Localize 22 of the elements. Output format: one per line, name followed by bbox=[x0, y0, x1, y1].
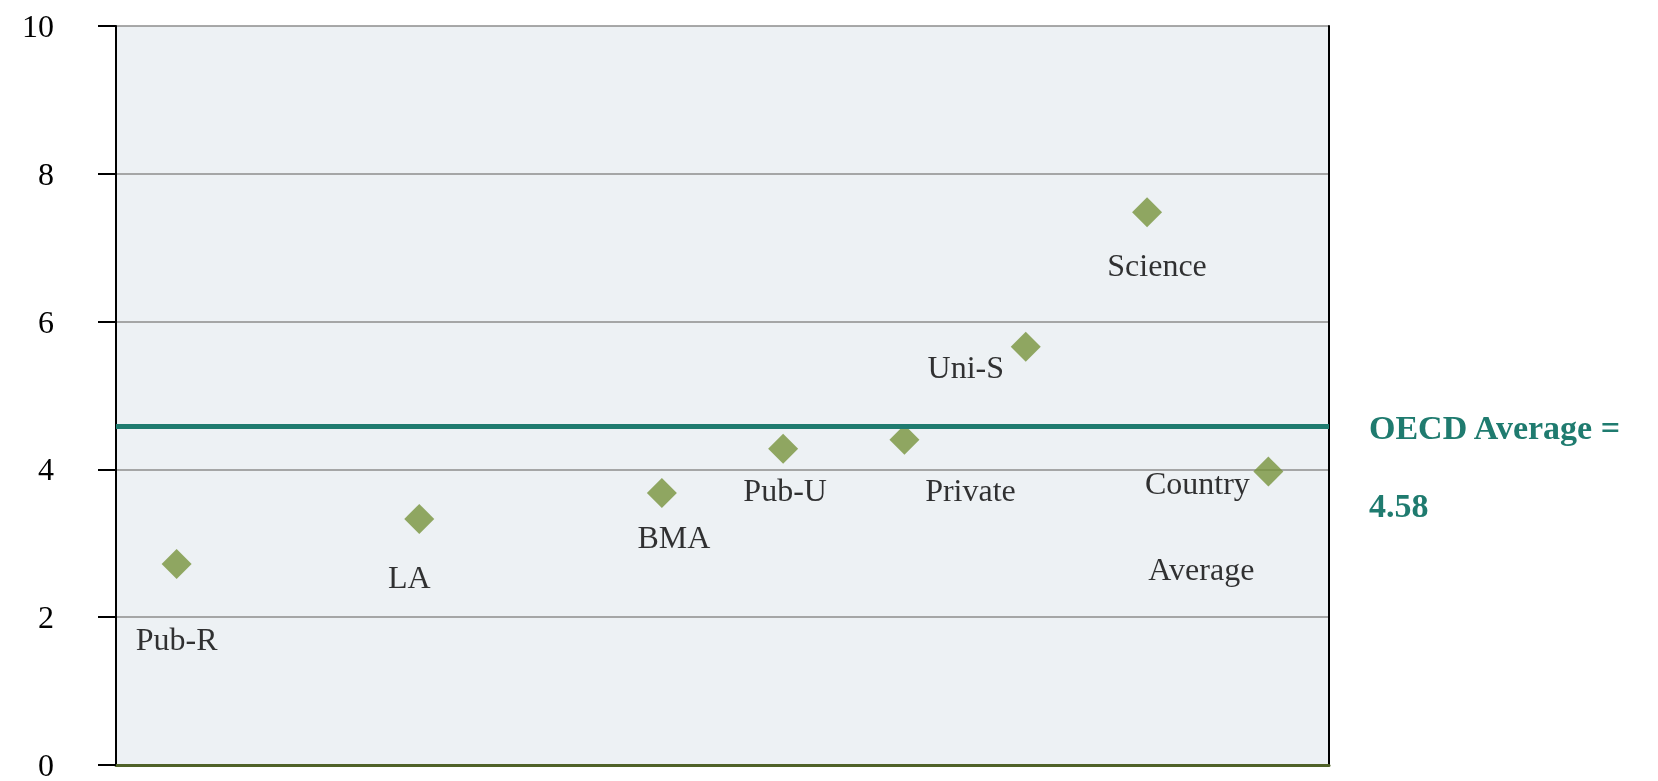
series-label: BMA bbox=[637, 519, 711, 556]
point bbox=[1010, 331, 1041, 362]
point bbox=[646, 478, 677, 509]
text: Country Average bbox=[1144, 464, 1255, 587]
point bbox=[404, 503, 435, 534]
series-label: Pub-U bbox=[743, 471, 827, 508]
point bbox=[768, 433, 799, 464]
y-tick-label: 2 bbox=[38, 599, 54, 636]
y-tick-label: 4 bbox=[38, 451, 54, 488]
point bbox=[1132, 197, 1163, 228]
series-label: Uni-S bbox=[927, 348, 1004, 385]
y-tick-label: 10 bbox=[22, 8, 54, 44]
series-label: Science bbox=[1107, 247, 1207, 284]
series-label: LA bbox=[387, 558, 431, 595]
y-tick-label: 6 bbox=[38, 303, 54, 340]
y-tick-label: 8 bbox=[38, 155, 54, 192]
point bbox=[1253, 456, 1284, 487]
y-tick-label: 0 bbox=[38, 747, 54, 781]
series-label: Pub-R bbox=[135, 620, 219, 657]
series-label: Private bbox=[925, 471, 1016, 508]
text: OECD Average = 4.58 bbox=[1369, 409, 1621, 525]
point bbox=[161, 548, 192, 579]
